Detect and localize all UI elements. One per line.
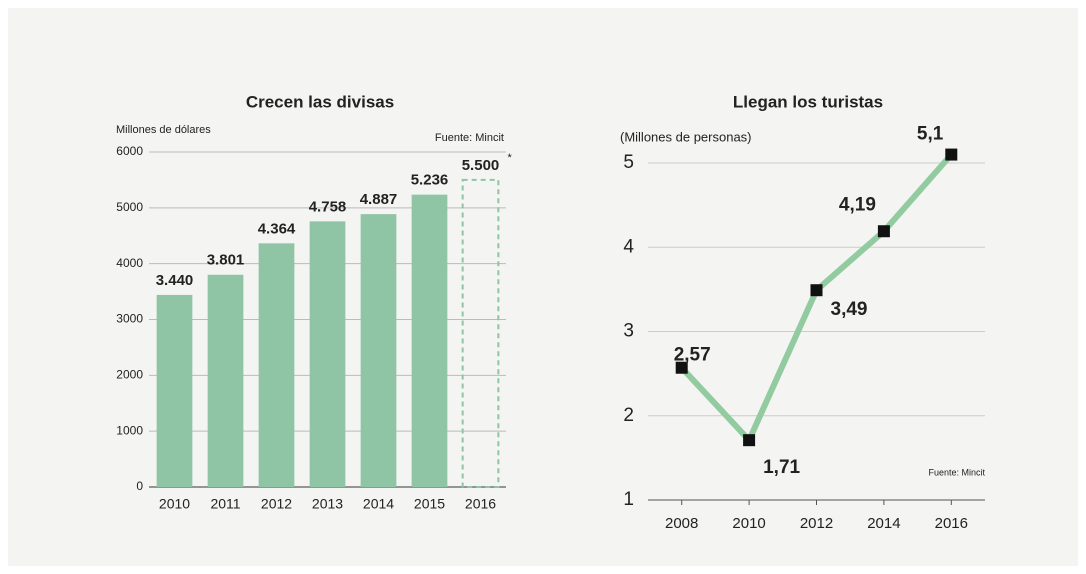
y-tick-label: 5000 <box>116 200 143 214</box>
bar <box>156 294 193 487</box>
chart-title: Llegan los turistas <box>733 92 883 111</box>
value-label: 4.887 <box>360 191 398 208</box>
x-tick-label: 2008 <box>665 515 698 532</box>
marker <box>877 225 890 238</box>
bar <box>207 274 244 487</box>
value-label: 5.236 <box>411 172 449 189</box>
y-tick-label: 0 <box>136 479 143 493</box>
y-tick-label: 5 <box>623 152 634 173</box>
y-tick-label: 6000 <box>116 144 143 158</box>
value-label: 5,1 <box>917 124 944 145</box>
marker <box>810 284 823 297</box>
y-axis-label: (Millones de personas) <box>620 129 752 144</box>
value-label: 4.758 <box>309 198 347 215</box>
x-tick-label: 2013 <box>312 496 343 512</box>
x-tick-label: 2010 <box>732 515 765 532</box>
x-tick-label: 2015 <box>414 496 445 512</box>
marker <box>945 148 958 161</box>
x-tick-label: 2014 <box>867 515 900 532</box>
x-tick-label: 2012 <box>261 496 292 512</box>
value-label: 4.364 <box>258 220 296 237</box>
x-tick-label: 2011 <box>210 496 240 512</box>
x-tick-label: 2016 <box>465 496 496 512</box>
annotation: * <box>508 152 513 164</box>
bar <box>309 221 346 487</box>
marker <box>743 434 756 447</box>
x-tick-label: 2012 <box>800 515 833 532</box>
x-tick-label: 2016 <box>935 515 968 532</box>
value-label: 4,19 <box>839 194 876 215</box>
value-label: 1,71 <box>763 457 800 478</box>
y-tick-label: 1 <box>623 489 634 510</box>
value-label: 2,57 <box>674 345 711 366</box>
x-tick-label: 2010 <box>159 496 190 512</box>
y-tick-label: 2000 <box>116 368 143 382</box>
chart-title: Crecen las divisas <box>246 92 394 111</box>
source: Fuente: Mincit <box>928 467 985 477</box>
y-tick-label: 1000 <box>116 423 143 437</box>
x-tick-label: 2014 <box>363 496 394 512</box>
bar <box>411 194 448 487</box>
y-axis-label: Millones de dólares <box>116 124 211 136</box>
marker <box>675 361 688 374</box>
y-tick-label: 3 <box>623 321 634 342</box>
value-label: 5.500 <box>462 157 500 174</box>
value-label: 3.440 <box>156 272 194 289</box>
bar <box>461 178 500 489</box>
source: Fuente: Mincit <box>435 132 504 144</box>
bar <box>258 243 295 487</box>
y-tick-label: 4000 <box>116 256 143 270</box>
y-tick-label: 4 <box>623 236 634 257</box>
value-label: 3,49 <box>831 299 868 320</box>
y-tick-label: 3000 <box>116 312 143 326</box>
value-label: 3.801 <box>207 252 245 269</box>
y-tick-label: 2 <box>623 405 634 426</box>
bar <box>360 214 397 487</box>
